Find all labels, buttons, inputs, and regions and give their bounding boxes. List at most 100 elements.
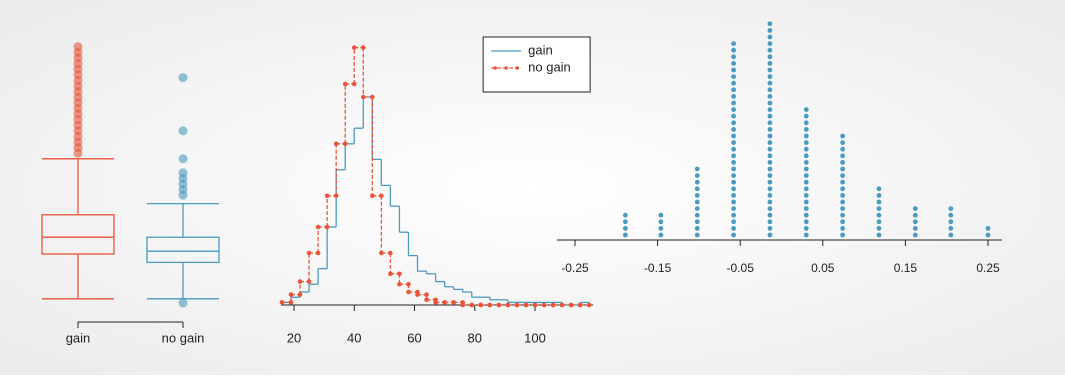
x-tick-label: gain [66, 330, 91, 345]
dot [948, 226, 954, 231]
dot [767, 87, 773, 93]
dot [767, 41, 773, 46]
dot [694, 179, 700, 185]
step-marker [487, 302, 493, 308]
dot [912, 212, 918, 218]
dot [767, 206, 773, 212]
dot [731, 87, 736, 93]
dot [840, 140, 846, 146]
step-marker [379, 250, 384, 256]
dot [876, 212, 882, 218]
dot [767, 67, 773, 73]
dot [731, 54, 736, 60]
dot [731, 100, 736, 106]
dot [803, 193, 809, 198]
step-marker [288, 292, 294, 297]
outlier [73, 42, 83, 52]
step-marker [306, 250, 312, 256]
step-marker [586, 302, 592, 308]
dot [731, 186, 736, 192]
x-tick-label: -0.15 [644, 261, 672, 275]
dot [803, 226, 809, 231]
dot [803, 133, 809, 139]
step-marker [397, 281, 402, 287]
dot [803, 173, 809, 179]
dot [731, 160, 736, 165]
step-marker [370, 193, 375, 199]
dot [694, 186, 700, 192]
step-marker [297, 292, 303, 297]
dot [803, 160, 809, 165]
x-tick-label: 80 [468, 330, 482, 345]
outlier [178, 168, 188, 178]
step-marker [478, 302, 484, 308]
legend-marker [493, 66, 497, 70]
dot [803, 186, 809, 192]
dot [840, 179, 846, 185]
dot [767, 146, 773, 152]
outlier [178, 154, 188, 164]
x-tick-label: -0.05 [727, 261, 755, 275]
dot [767, 28, 773, 33]
dot [694, 199, 700, 205]
dot [767, 140, 773, 146]
dot [731, 41, 736, 46]
step-marker [442, 300, 447, 305]
dot [731, 206, 736, 212]
dot [694, 212, 700, 218]
dot [731, 120, 736, 126]
step-marker [460, 302, 466, 308]
dot [876, 199, 882, 205]
dot [731, 179, 736, 185]
dot [731, 67, 736, 73]
dot [985, 232, 991, 238]
step-marker [333, 141, 339, 147]
step-marker [550, 302, 556, 308]
step-marker [279, 300, 285, 305]
x-tick-label: no gain [162, 330, 205, 345]
dot [840, 160, 846, 165]
legend-box [482, 36, 591, 93]
dot [694, 226, 700, 231]
dot [731, 107, 736, 112]
dot [803, 140, 809, 146]
dot [767, 153, 773, 159]
step-marker [424, 297, 429, 303]
dot [694, 232, 700, 238]
step-marker [568, 302, 574, 308]
x-tick-label: 0.05 [811, 261, 835, 275]
dot [767, 94, 773, 99]
dot [731, 80, 736, 86]
dot [731, 232, 736, 238]
step-marker [541, 302, 547, 308]
dot [767, 186, 773, 192]
dot [731, 146, 736, 152]
dot [767, 166, 773, 172]
step-marker [297, 279, 303, 284]
dot [840, 212, 846, 218]
step-marker [315, 224, 321, 230]
dot [767, 47, 773, 53]
x-tick-label: 0.25 [976, 261, 1000, 275]
dot [731, 113, 736, 119]
dot [912, 226, 918, 231]
dot [948, 219, 954, 225]
dot [731, 47, 736, 53]
step-marker [532, 302, 538, 308]
step-marker [306, 279, 312, 284]
dot [731, 166, 736, 172]
step-marker [406, 289, 411, 295]
dot [803, 219, 809, 225]
x-tick-label: -0.25 [561, 261, 589, 275]
dot [912, 206, 918, 212]
dot [731, 140, 736, 146]
dot [731, 226, 736, 231]
legend-label: gain [528, 42, 553, 57]
dot [622, 212, 628, 218]
step-marker [342, 81, 348, 87]
dot [840, 199, 846, 205]
dot [731, 212, 736, 218]
box [41, 214, 115, 255]
